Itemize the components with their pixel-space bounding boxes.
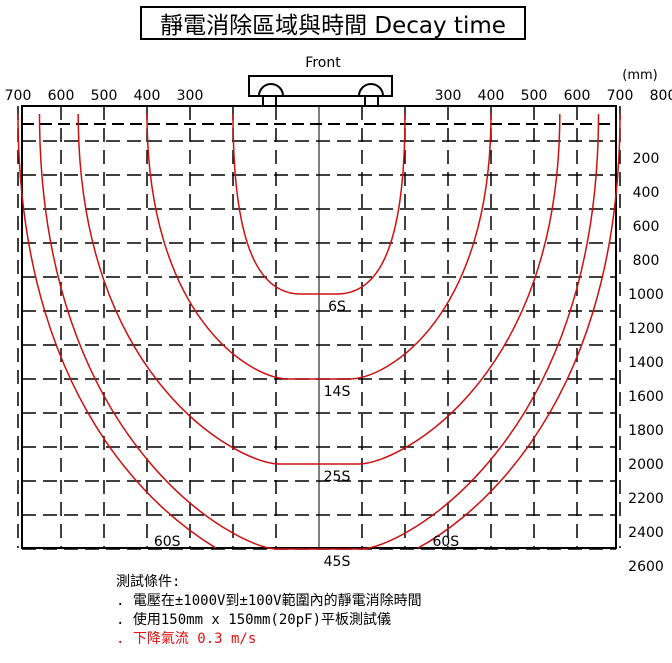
ionizer-icon <box>248 75 393 107</box>
right-axis-tick-label: 200 <box>633 151 660 167</box>
top-axis-tick-label: 800 <box>650 88 672 104</box>
curve-label: 14S <box>324 384 351 400</box>
right-axis-tick-label: 400 <box>633 185 660 201</box>
condition-airflow: . 下降氣流 0.3 m/s <box>116 631 257 647</box>
right-axis-tick-label: 2000 <box>628 457 664 473</box>
top-axis-tick-label: 400 <box>478 88 505 104</box>
curve-label: 25S <box>324 469 351 485</box>
chart-title-text: 靜電消除區域與時間 Decay time <box>160 13 506 39</box>
top-axis-tick-label: 500 <box>91 88 118 104</box>
top-axis-tick-label: 700 <box>607 88 634 104</box>
unit-label: (mm) <box>622 68 657 83</box>
top-axis: 800700600500400300300400500600700800 <box>5 88 672 104</box>
right-axis-tick-label: 800 <box>633 253 660 269</box>
chart-title: 靜電消除區域與時間 Decay time <box>140 6 526 40</box>
top-axis-tick-label: 300 <box>435 88 462 104</box>
top-axis-tick-label: 300 <box>177 88 204 104</box>
right-axis-tick-label: 1600 <box>628 389 664 405</box>
right-axis-tick-label: 1200 <box>628 321 664 337</box>
top-axis-tick-label: 500 <box>521 88 548 104</box>
decay-curve <box>77 113 561 465</box>
top-axis-tick-label: 700 <box>5 88 32 104</box>
right-axis-tick-label: 2200 <box>628 491 664 507</box>
right-axis-tick-label: 2600 <box>628 559 664 575</box>
decay-curve <box>146 113 492 380</box>
top-axis-tick-label: 400 <box>134 88 161 104</box>
top-axis-tick-label: 600 <box>564 88 591 104</box>
right-axis-tick-label: 2400 <box>628 525 664 541</box>
condition-voltage: . 電壓在±1000V到±100V範圍內的靜電消除時間 <box>116 593 422 609</box>
curve-label: 60S <box>154 534 181 550</box>
decay-curve <box>232 113 406 295</box>
right-axis-tick-label: 1800 <box>628 423 664 439</box>
right-axis-tick-label: 1400 <box>628 355 664 371</box>
right-axis-tick-label: 1000 <box>628 287 664 303</box>
device-label: Front <box>305 55 341 71</box>
right-axis-tick-label: 600 <box>633 219 660 235</box>
condition-plate: . 使用150mm x 150mm(20pF)平板測試儀 <box>116 612 392 628</box>
decay-curve <box>17 113 621 549</box>
curve-label: 45S <box>324 554 351 570</box>
curve-label: 60S <box>432 534 459 550</box>
test-conditions: 測試條件: . 電壓在±1000V到±100V範圍內的靜電消除時間 . 使用15… <box>116 573 422 649</box>
test-conditions-heading: 測試條件: <box>116 574 181 590</box>
curve-label: 6S <box>328 299 346 315</box>
top-axis-tick-label: 600 <box>48 88 75 104</box>
right-axis: 200 400 600 800 1000 1200 1400 1600 1800 2000 2200… <box>628 151 664 575</box>
decay-curve <box>38 113 600 550</box>
decay-curves: 6S 14S 25S 45S 60S 60S <box>17 113 621 570</box>
